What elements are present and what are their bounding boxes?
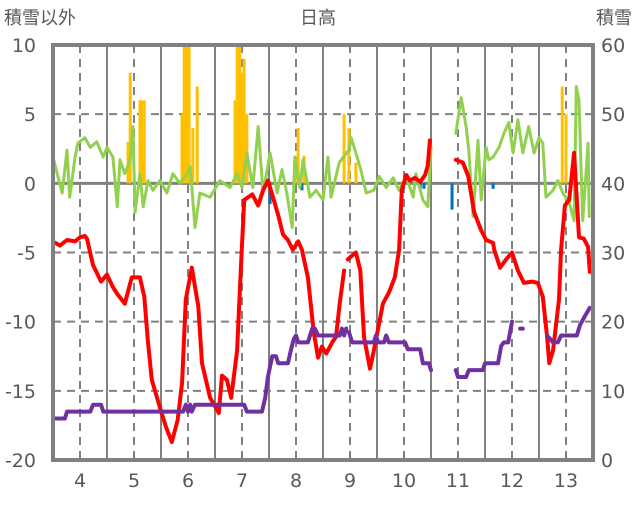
snow_depth-line	[53, 326, 349, 421]
precip-bar	[342, 114, 346, 184]
snow_decrease-bar	[422, 183, 426, 189]
x-tick-label: 13	[554, 470, 578, 492]
y-tick-label: 5	[24, 104, 36, 126]
y2-tick-label: 60	[601, 35, 625, 57]
temperature-line	[53, 178, 347, 444]
y-tick-label: -10	[5, 312, 36, 334]
precip-bar	[347, 128, 351, 184]
right-axis-label: 積雪	[596, 8, 632, 29]
snow_depth-line	[453, 319, 514, 379]
precip-bar	[560, 86, 564, 184]
snow_depth-line	[346, 330, 433, 373]
precip-bar	[564, 114, 568, 184]
y-tick-label: -5	[17, 243, 36, 265]
y-tick-label: 10	[12, 35, 36, 57]
chart-title: 日高	[300, 8, 336, 29]
precip-bar	[240, 72, 244, 184]
y-tick-label: -15	[5, 381, 36, 403]
lines	[51, 85, 592, 444]
wind-line	[51, 125, 433, 230]
precip-bar	[180, 114, 184, 184]
y-tick-label: 0	[24, 173, 36, 195]
y2-tick-label: 20	[601, 312, 625, 334]
plot-frame	[51, 43, 595, 462]
x-tick-label: 10	[392, 470, 416, 492]
x-tick-label: 12	[500, 470, 524, 492]
precip-bar	[182, 45, 186, 184]
precip-bar	[195, 86, 199, 184]
precip-bar	[245, 114, 249, 184]
x-tick-label: 7	[236, 470, 248, 492]
x-tick-label: 8	[290, 470, 302, 492]
temperature-line	[453, 150, 592, 366]
precip-bar	[185, 45, 189, 184]
precip-bar	[354, 162, 358, 184]
x-tick-label: 6	[182, 470, 194, 492]
precip-bar	[233, 100, 237, 184]
precip-bar	[128, 72, 132, 184]
snow_decrease-bar	[491, 183, 495, 189]
precip-bar	[296, 128, 300, 184]
y2-tick-label: 50	[601, 104, 625, 126]
left-axis-label: 積雪以外	[4, 8, 76, 29]
bars	[126, 45, 568, 210]
precip-bar	[140, 100, 144, 184]
precip-bar	[235, 45, 239, 184]
snow_depth-line	[545, 305, 592, 345]
snow_decrease-bar	[300, 183, 304, 191]
wind-line	[454, 85, 591, 223]
x-tick-label: 5	[128, 470, 140, 492]
x-tick-label: 4	[74, 470, 86, 492]
x-tick-label: 9	[344, 470, 356, 492]
precip-bar	[187, 45, 191, 184]
y2-tick-label: 30	[601, 243, 625, 265]
y-tick-label: -20	[5, 450, 36, 472]
snow_decrease-bar	[450, 183, 454, 210]
precip-bar	[238, 45, 242, 184]
temperature-line	[345, 138, 432, 371]
precip-bar	[138, 100, 142, 184]
y2-tick-label: 0	[601, 450, 613, 472]
x-tick-label: 11	[446, 470, 470, 492]
y2-tick-label: 40	[601, 173, 625, 195]
precip-bar	[142, 100, 146, 184]
y2-tick-label: 10	[601, 381, 625, 403]
precip-bar	[191, 128, 195, 184]
precip-bar	[242, 58, 246, 184]
